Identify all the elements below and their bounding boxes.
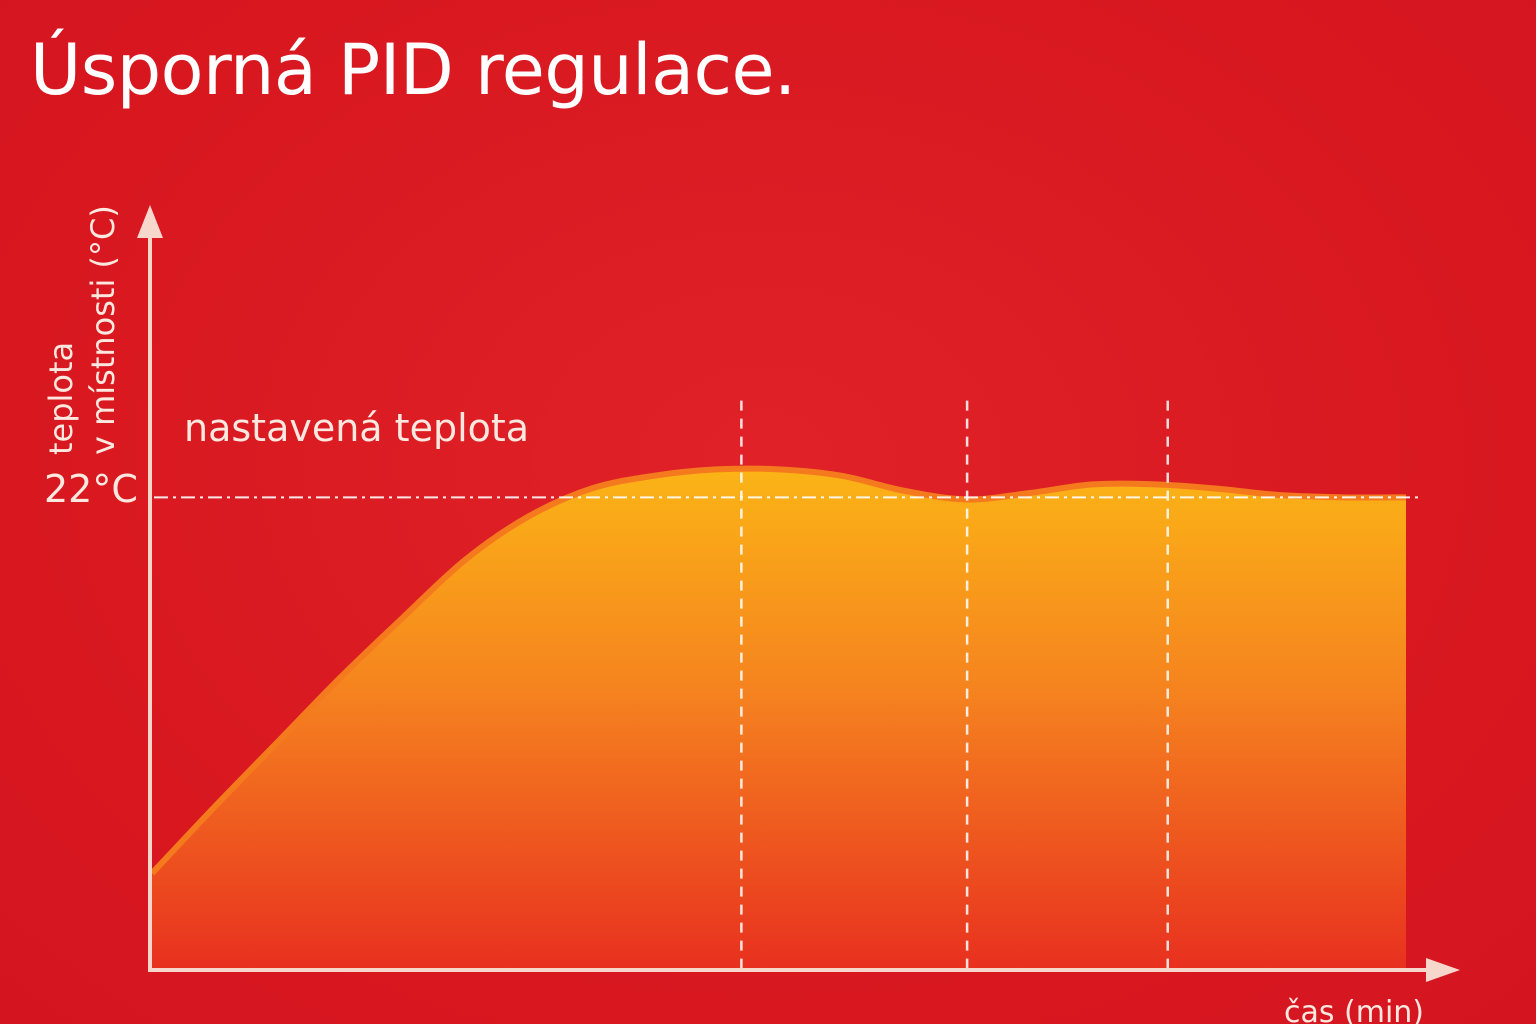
temperature-curve xyxy=(149,465,1407,876)
page-title: Úsporná PID regulace. xyxy=(30,29,796,111)
x-axis-label: čas (min) xyxy=(1284,995,1424,1024)
y-axis-label-line-2: v místnosti (°C) xyxy=(84,205,122,455)
temperature-area xyxy=(152,468,1406,970)
setpoint-label: nastavená teplota xyxy=(184,406,529,450)
x-axis-arrow xyxy=(1426,958,1460,982)
y-axis-label-line-1: teplota xyxy=(42,342,80,455)
y-axis-arrow xyxy=(137,205,163,238)
setpoint-tick-label: 22°C xyxy=(44,467,138,511)
